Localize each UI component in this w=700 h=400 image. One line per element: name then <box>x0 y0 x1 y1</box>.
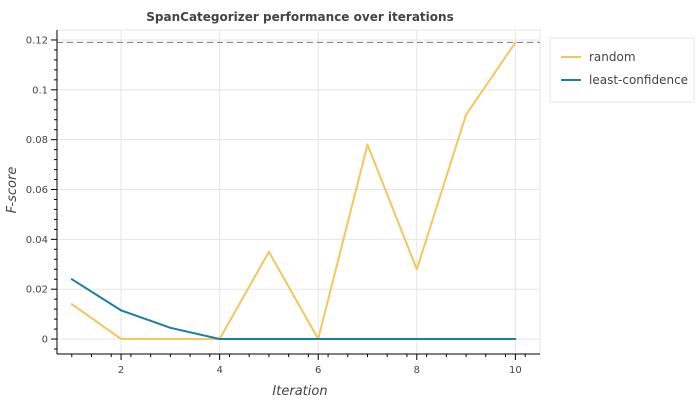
data-point-least-confidence <box>120 309 123 312</box>
data-point-least-confidence <box>70 278 73 281</box>
data-point-random <box>514 41 517 44</box>
y-axis-label: F-score <box>5 167 20 214</box>
y-tick-label: 0 <box>42 335 48 346</box>
y-tick-label: 0.12 <box>26 35 48 46</box>
x-tick-label: 8 <box>414 365 420 376</box>
data-point-random <box>465 113 468 116</box>
y-tick-label: 0.1 <box>32 85 48 96</box>
x-tick-label: 2 <box>118 365 124 376</box>
y-tick-label: 0.06 <box>26 185 48 196</box>
data-point-random <box>366 143 369 146</box>
data-point-least-confidence <box>415 338 418 341</box>
legend-box <box>549 37 695 103</box>
x-axis-label: Iteration <box>272 384 327 399</box>
data-point-random <box>70 303 73 306</box>
data-point-least-confidence <box>218 338 221 341</box>
y-tick-label: 0.08 <box>26 135 48 146</box>
data-point-random <box>120 338 123 341</box>
x-tick-label: 10 <box>509 365 522 376</box>
data-point-least-confidence <box>465 338 468 341</box>
data-point-least-confidence <box>267 338 270 341</box>
x-tick-label: 4 <box>216 365 222 376</box>
y-tick-label: 0.04 <box>26 235 48 246</box>
series-layer <box>70 41 517 341</box>
legend-label-random: random <box>589 50 636 64</box>
series-line-random <box>71 41 517 340</box>
series-line-least-confidence <box>71 278 516 340</box>
data-point-random <box>415 268 418 271</box>
legend: random least-confidence <box>549 37 695 103</box>
plot-area <box>56 29 541 355</box>
chart-title: SpanCategorizer performance over iterati… <box>146 10 453 24</box>
data-point-least-confidence <box>317 338 320 341</box>
legend-label-least-confidence: least-confidence <box>589 73 688 87</box>
y-tick-label: 0.02 <box>26 285 48 296</box>
data-point-random <box>169 338 172 341</box>
axes: 0 0.02 0.04 0.06 0.08 0.1 0.12 2 4 6 8 10 <box>26 30 540 376</box>
data-point-least-confidence <box>169 326 172 329</box>
x-tick-label: 6 <box>315 365 321 376</box>
data-point-least-confidence <box>366 338 369 341</box>
data-point-random <box>267 250 270 253</box>
data-point-least-confidence <box>514 338 517 341</box>
